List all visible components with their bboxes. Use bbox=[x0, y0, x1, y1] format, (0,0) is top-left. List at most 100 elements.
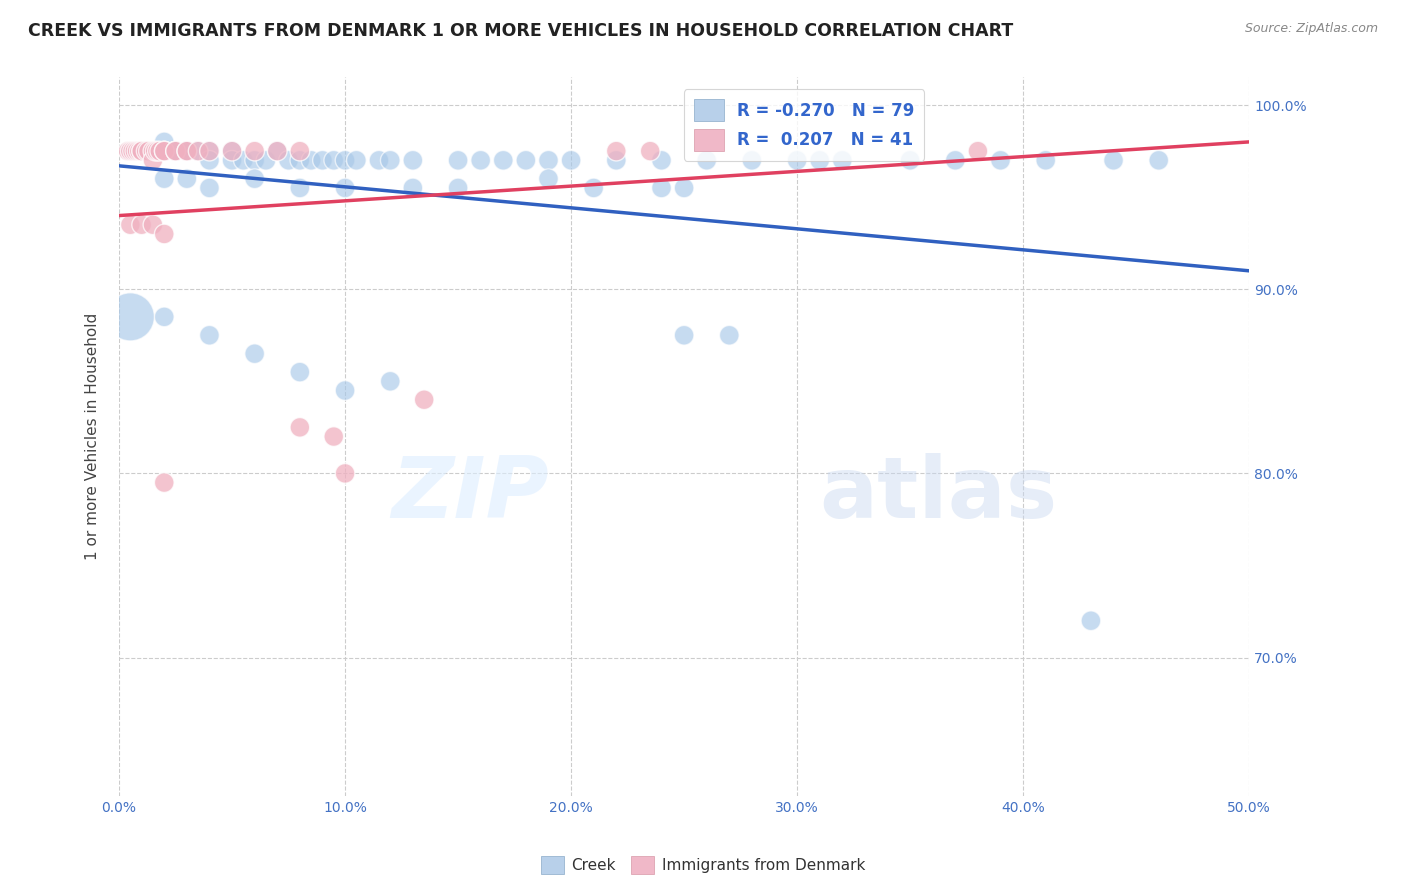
Point bbox=[198, 153, 221, 168]
Point bbox=[198, 328, 221, 343]
Point bbox=[221, 144, 243, 158]
Point bbox=[127, 144, 149, 158]
Point bbox=[124, 144, 146, 158]
Point bbox=[165, 144, 187, 158]
Point bbox=[117, 144, 139, 158]
Point bbox=[135, 144, 157, 158]
Point bbox=[1147, 153, 1170, 168]
Point bbox=[1035, 153, 1057, 168]
Point bbox=[131, 144, 153, 158]
Point bbox=[277, 153, 299, 168]
Point bbox=[149, 144, 172, 158]
Point bbox=[582, 181, 605, 195]
Text: atlas: atlas bbox=[820, 452, 1057, 535]
Point bbox=[153, 227, 176, 241]
Point bbox=[605, 153, 627, 168]
Point bbox=[344, 153, 367, 168]
Point bbox=[786, 153, 808, 168]
Point bbox=[333, 181, 356, 195]
Point bbox=[128, 144, 150, 158]
Point bbox=[447, 181, 470, 195]
Point bbox=[187, 144, 209, 158]
Text: Source: ZipAtlas.com: Source: ZipAtlas.com bbox=[1244, 22, 1378, 36]
Point bbox=[243, 144, 266, 158]
Text: CREEK VS IMMIGRANTS FROM DENMARK 1 OR MORE VEHICLES IN HOUSEHOLD CORRELATION CHA: CREEK VS IMMIGRANTS FROM DENMARK 1 OR MO… bbox=[28, 22, 1014, 40]
Point bbox=[149, 144, 172, 158]
Point bbox=[831, 153, 853, 168]
Point bbox=[638, 144, 661, 158]
Point bbox=[322, 153, 344, 168]
Text: ZIP: ZIP bbox=[391, 452, 548, 535]
Point bbox=[153, 135, 176, 149]
Point bbox=[650, 153, 672, 168]
Point bbox=[605, 144, 627, 158]
Point bbox=[153, 144, 176, 158]
Point bbox=[138, 144, 160, 158]
Point bbox=[176, 144, 198, 158]
Point bbox=[368, 153, 391, 168]
Point bbox=[165, 144, 187, 158]
Point bbox=[254, 153, 277, 168]
Point bbox=[898, 153, 921, 168]
Point bbox=[176, 144, 198, 158]
Point bbox=[650, 181, 672, 195]
Point bbox=[142, 144, 165, 158]
Point bbox=[176, 144, 198, 158]
Point bbox=[187, 144, 209, 158]
Point bbox=[120, 310, 142, 324]
Point bbox=[288, 420, 311, 434]
Point bbox=[288, 153, 311, 168]
Point bbox=[299, 153, 322, 168]
Point bbox=[221, 144, 243, 158]
Point bbox=[131, 144, 153, 158]
Point bbox=[221, 153, 243, 168]
Y-axis label: 1 or more Vehicles in Household: 1 or more Vehicles in Household bbox=[86, 313, 100, 560]
Point bbox=[380, 374, 402, 388]
Point bbox=[243, 171, 266, 186]
Point bbox=[333, 153, 356, 168]
Point bbox=[537, 153, 560, 168]
Point bbox=[266, 144, 288, 158]
Point bbox=[153, 171, 176, 186]
Point bbox=[311, 153, 333, 168]
Point bbox=[142, 218, 165, 232]
Point bbox=[120, 144, 142, 158]
Point bbox=[741, 153, 763, 168]
Point bbox=[120, 144, 142, 158]
Point bbox=[673, 181, 696, 195]
Point bbox=[176, 144, 198, 158]
Point bbox=[560, 153, 582, 168]
Point bbox=[176, 171, 198, 186]
Point bbox=[165, 144, 187, 158]
Point bbox=[198, 181, 221, 195]
Point bbox=[243, 153, 266, 168]
Point bbox=[142, 153, 165, 168]
Point bbox=[515, 153, 537, 168]
Point bbox=[492, 153, 515, 168]
Point bbox=[232, 153, 254, 168]
Point bbox=[718, 328, 741, 343]
Point bbox=[380, 153, 402, 168]
Point bbox=[288, 365, 311, 379]
Point bbox=[131, 144, 153, 158]
Point bbox=[266, 144, 288, 158]
Point bbox=[447, 153, 470, 168]
Point bbox=[153, 310, 176, 324]
Point bbox=[146, 144, 169, 158]
Point bbox=[198, 144, 221, 158]
Legend: R = -0.270   N = 79, R =  0.207   N = 41: R = -0.270 N = 79, R = 0.207 N = 41 bbox=[683, 89, 924, 161]
Point bbox=[142, 144, 165, 158]
Point bbox=[198, 144, 221, 158]
Point bbox=[967, 144, 990, 158]
Point bbox=[402, 181, 425, 195]
Point bbox=[135, 144, 157, 158]
Point bbox=[153, 475, 176, 490]
Point bbox=[243, 347, 266, 361]
Point bbox=[165, 144, 187, 158]
Point bbox=[1080, 614, 1102, 628]
Point bbox=[288, 144, 311, 158]
Point bbox=[1102, 153, 1125, 168]
Point bbox=[153, 144, 176, 158]
Point bbox=[288, 181, 311, 195]
Point bbox=[143, 144, 166, 158]
